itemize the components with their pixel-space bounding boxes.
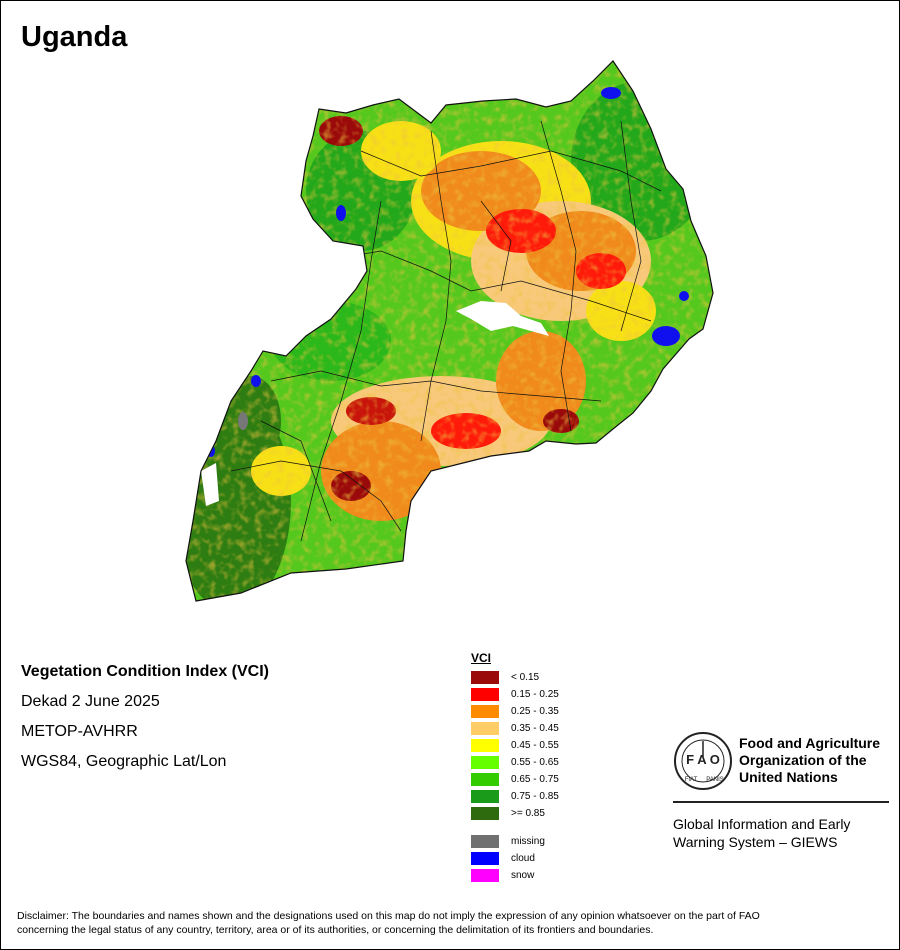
legend-item-classes-1: 0.15 - 0.25 (471, 686, 559, 703)
legend-swatch (471, 773, 499, 786)
legend-item-special-0: missing (471, 833, 559, 850)
legend-classes: < 0.15 0.15 - 0.25 0.25 - 0.35 0.35 - 0.45 0… (471, 669, 559, 822)
legend-swatch (471, 852, 499, 865)
legend-label: < 0.15 (511, 672, 540, 683)
projection: WGS84, Geographic Lat/Lon (21, 753, 227, 770)
legend-item-classes-6: 0.65 - 0.75 (471, 771, 559, 788)
map-info: Vegetation Condition Index (VCI) Dekad 2… (21, 657, 269, 777)
sensor: METOP-AVHRR (21, 723, 138, 740)
legend-item-classes-3: 0.35 - 0.45 (471, 720, 559, 737)
legend-label: >= 0.85 (511, 808, 545, 819)
index-name: Vegetation Condition Index (VCI) (21, 663, 269, 680)
legend-label: 0.75 - 0.85 (511, 791, 559, 802)
legend-swatch (471, 705, 499, 718)
legend-swatch (471, 722, 499, 735)
svg-text:F A O: F A O (686, 752, 720, 767)
legend-swatch (471, 790, 499, 803)
legend-label: snow (511, 870, 535, 881)
legend-label: cloud (511, 853, 535, 864)
legend-item-classes-7: 0.75 - 0.85 (471, 788, 559, 805)
legend-swatch (471, 869, 499, 882)
legend-swatch (471, 671, 499, 684)
legend-label: 0.35 - 0.45 (511, 723, 559, 734)
fao-name: Food and Agriculture Organization of the… (739, 735, 881, 785)
legend-label: 0.55 - 0.65 (511, 757, 559, 768)
legend-label: 0.15 - 0.25 (511, 689, 559, 700)
legend-swatch (471, 807, 499, 820)
giews-name: Global Information and Early Warning Sys… (673, 816, 851, 850)
legend-label: 0.45 - 0.55 (511, 740, 559, 751)
svg-text:FIAT: FIAT (685, 777, 698, 783)
legend-item-classes-0: < 0.15 (471, 669, 559, 686)
fao-logo-icon: F A O FIAT PANIS (674, 732, 732, 790)
legend-label: 0.65 - 0.75 (511, 774, 559, 785)
legend: VCI < 0.15 0.15 - 0.25 0.25 - 0.35 0.35 - 0… (471, 651, 559, 884)
legend-special: missing cloud snow (471, 833, 559, 884)
legend-swatch (471, 756, 499, 769)
period: Dekad 2 June 2025 (21, 693, 160, 710)
legend-item-special-1: cloud (471, 850, 559, 867)
legend-item-special-2: snow (471, 867, 559, 884)
legend-item-classes-4: 0.45 - 0.55 (471, 737, 559, 754)
legend-label: missing (511, 836, 545, 847)
legend-item-classes-5: 0.55 - 0.65 (471, 754, 559, 771)
svg-text:PANIS: PANIS (706, 777, 724, 783)
legend-label: 0.25 - 0.35 (511, 706, 559, 717)
map-title: Uganda (21, 21, 128, 53)
legend-swatch (471, 688, 499, 701)
legend-title: VCI (471, 651, 492, 665)
legend-swatch (471, 835, 499, 848)
legend-item-classes-8: >= 0.85 (471, 805, 559, 822)
disclaimer: Disclaimer: The boundaries and names sho… (17, 910, 760, 936)
legend-item-classes-2: 0.25 - 0.35 (471, 703, 559, 720)
legend-swatch (471, 739, 499, 752)
vci-map (185, 60, 714, 602)
divider (673, 801, 889, 803)
